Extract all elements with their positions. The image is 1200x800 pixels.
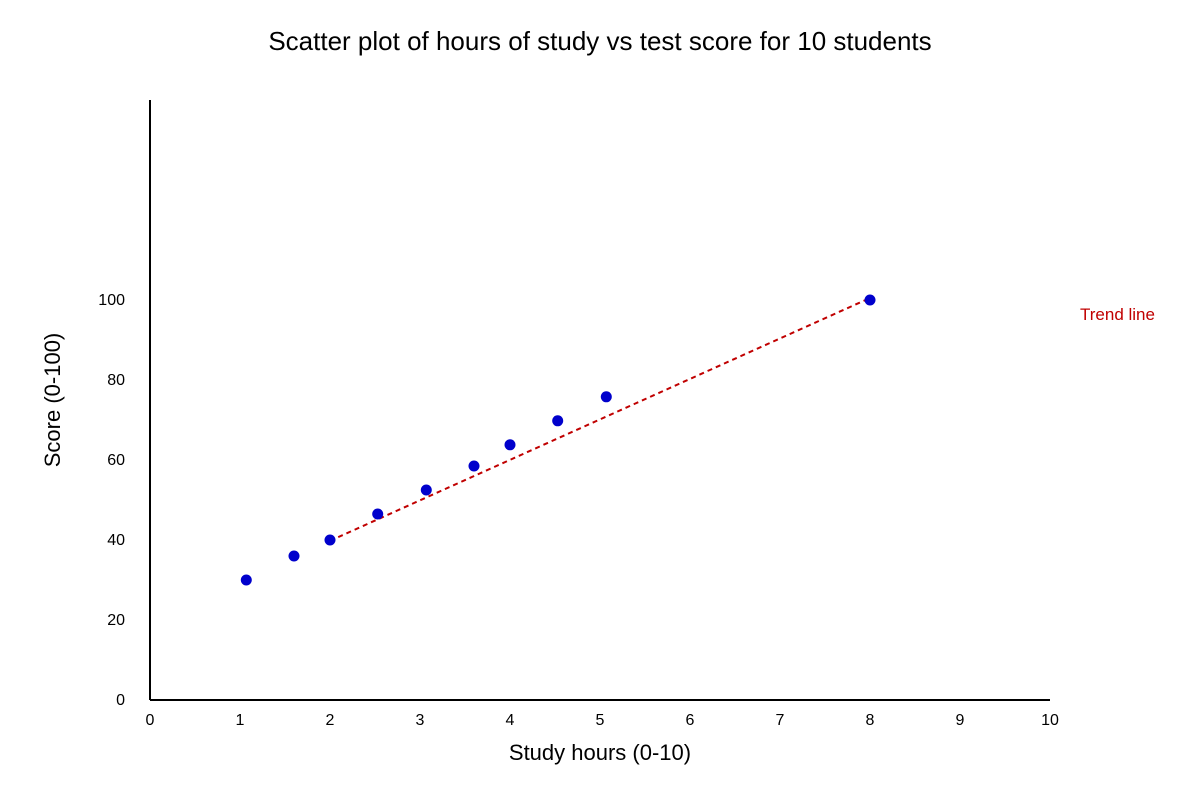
x-axis-label: Study hours (0-10) [509,740,691,765]
chart-title: Scatter plot of hours of study vs test s… [268,26,931,56]
x-tick-label: 7 [776,712,785,729]
x-tick-label: 1 [236,712,245,729]
y-tick-label: 100 [98,292,125,309]
trend-line-label: Trend line [1080,305,1155,324]
x-tick-label: 8 [866,712,875,729]
y-tick-label: 20 [107,612,125,629]
y-tick-label: 60 [107,452,125,469]
x-tick-label: 4 [506,712,515,729]
data-points [240,294,876,586]
data-point [420,484,432,496]
x-tick-label: 2 [326,712,335,729]
y-tick-label: 80 [107,372,125,389]
data-point [288,550,300,562]
trend-line [329,297,871,542]
y-tick-label: 0 [116,692,125,709]
data-point [552,415,564,427]
data-point [468,460,480,472]
x-tick-label: 6 [686,712,695,729]
data-point [372,508,384,520]
data-point [864,294,876,306]
x-tick-label: 5 [596,712,605,729]
y-tick-labels: 0 20 40 60 80 100 [98,292,125,709]
y-axis-label: Score (0-100) [40,333,65,468]
x-tick-label: 10 [1041,712,1059,729]
data-point [240,574,252,586]
y-tick-label: 40 [107,532,125,549]
x-tick-label: 3 [416,712,425,729]
x-tick-label: 9 [956,712,965,729]
data-point [324,534,336,546]
x-tick-label: 0 [146,712,155,729]
x-tick-labels: 0 1 2 3 4 5 6 7 8 9 10 [146,712,1059,729]
data-point [600,391,612,403]
data-point [504,439,516,451]
